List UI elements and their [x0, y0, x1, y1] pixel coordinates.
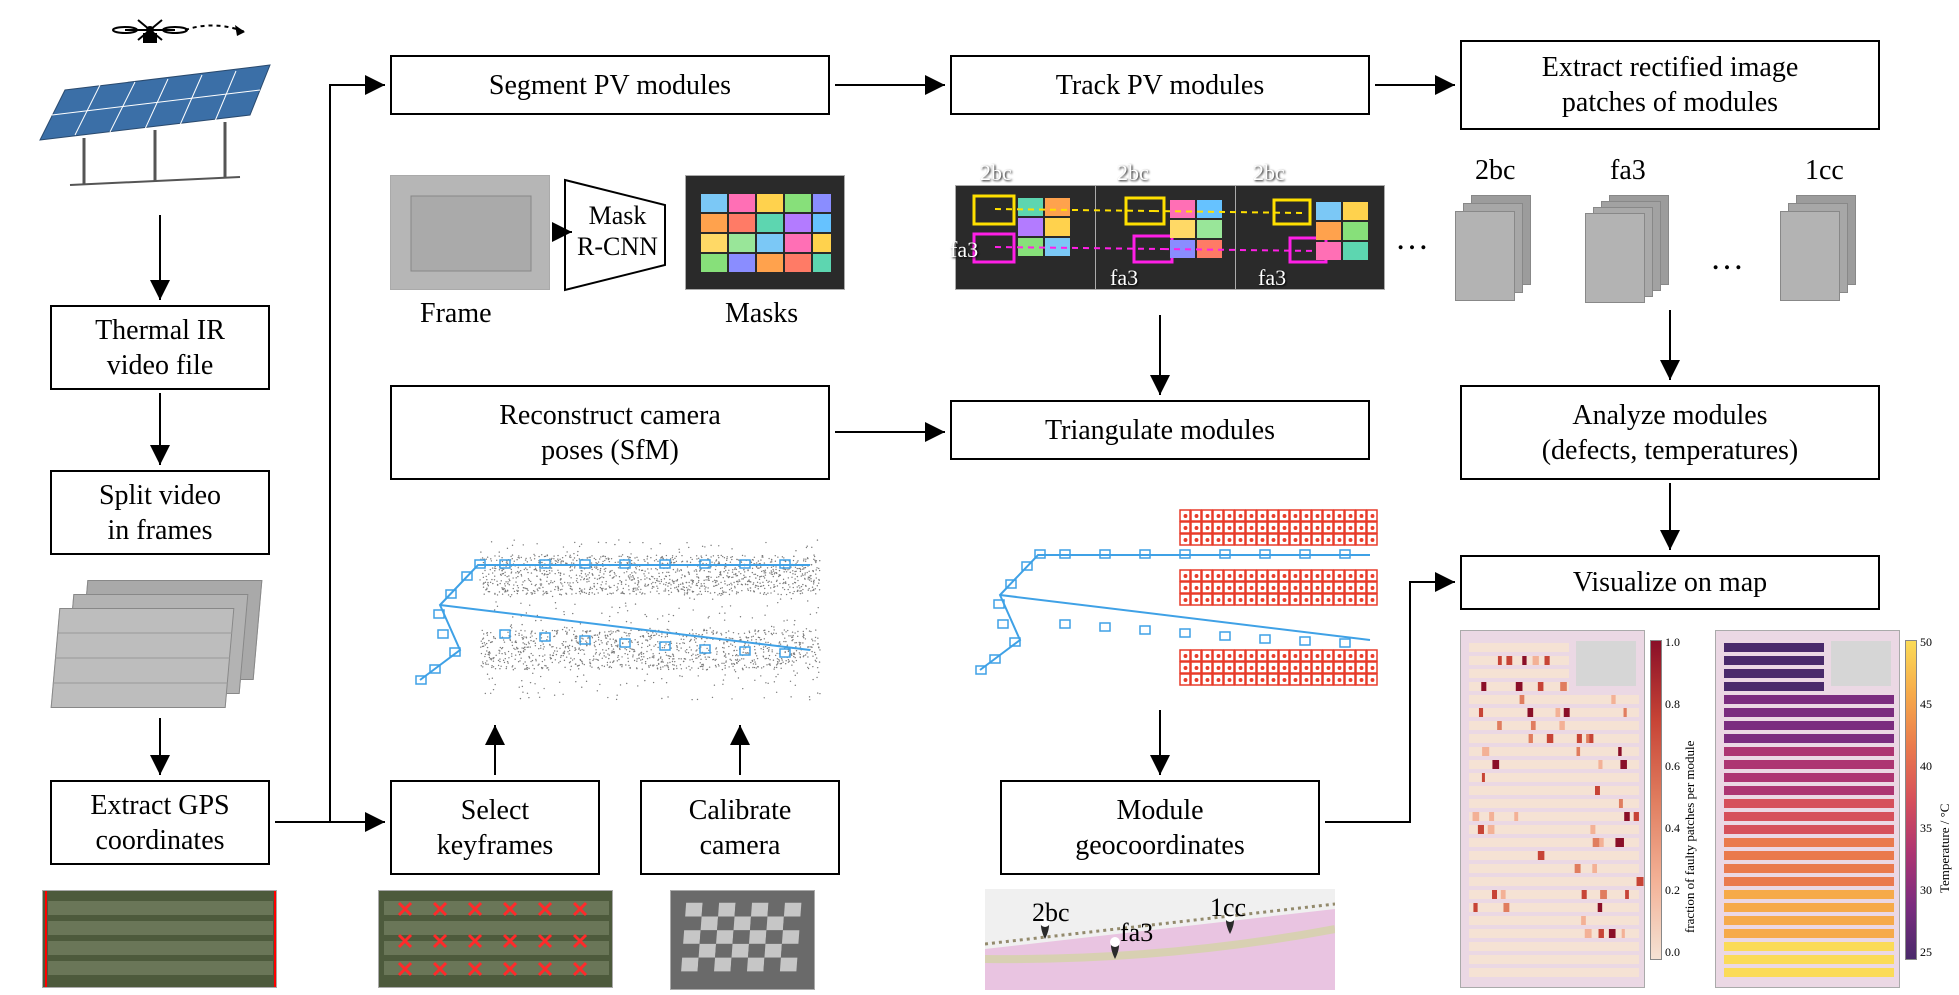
calibrate-label: Calibrate camera [689, 793, 792, 863]
split-video-label: Split video in frames [99, 478, 221, 548]
select-keyframes-box: Select keyframes [390, 780, 600, 875]
track-label: Track PV modules [1056, 68, 1264, 103]
checkerboard-image [670, 890, 815, 990]
map-marker-2bc: 2bc [1032, 898, 1070, 928]
extract-patches-box: Extract rectified image patches of modul… [1460, 40, 1880, 130]
segment-label: Segment PV modules [489, 68, 731, 103]
drone-pv-illustration [30, 10, 290, 210]
keyframes-image [378, 890, 613, 988]
triangulate-label: Triangulate modules [1045, 413, 1275, 448]
masks-label: Masks [725, 298, 798, 330]
triangulate-box: Triangulate modules [950, 400, 1370, 460]
cb-temp-tick-1: 30 [1920, 883, 1932, 898]
sfm-pointcloud-image [390, 500, 830, 720]
heatmap-temp [1715, 630, 1900, 988]
triangulate-image [950, 490, 1390, 710]
patch-id-1cc: 1cc [1805, 155, 1844, 187]
cb-temp-tick-0: 25 [1920, 945, 1932, 960]
select-keyframes-label: Select keyframes [437, 793, 554, 863]
segment-box: Segment PV modules [390, 55, 830, 115]
visualize-label: Visualize on map [1573, 565, 1767, 600]
split-video-box: Split video in frames [50, 470, 270, 555]
colorbar-temp [1905, 640, 1917, 960]
extract-gps-label: Extract GPS coordinates [90, 788, 229, 858]
cb-fault-tick-4: 0.8 [1665, 697, 1680, 712]
track-dashed-lines [955, 165, 1395, 305]
visualize-box: Visualize on map [1460, 555, 1880, 610]
colorbar-faults [1650, 640, 1662, 960]
thermal-ir-box: Thermal IR video file [50, 305, 270, 390]
extract-gps-box: Extract GPS coordinates [50, 780, 270, 865]
patch-id-fa3: fa3 [1610, 155, 1646, 187]
track-frames: 2bc fa3 2bc fa3 2bc fa3 [955, 165, 1385, 305]
thermal-ir-label: Thermal IR video file [95, 313, 225, 383]
gps-satellite-image [42, 890, 277, 988]
analyze-box: Analyze modules (defects, temperatures) [1460, 385, 1880, 480]
map-marker-fa3: fa3 [1120, 918, 1153, 948]
cb-fault-tick-0: 0.0 [1665, 945, 1680, 960]
patch-dots: … [1710, 240, 1744, 278]
cb-fault-tick-5: 1.0 [1665, 635, 1680, 650]
colorbar-temp-label: Temperature / °C [1937, 713, 1953, 893]
patch-id-2bc: 2bc [1475, 155, 1515, 187]
cb-temp-tick-2: 35 [1920, 821, 1932, 836]
cb-fault-tick-3: 0.6 [1665, 759, 1680, 774]
cb-temp-tick-4: 45 [1920, 697, 1932, 712]
heatmap-faults [1460, 630, 1645, 988]
extract-patches-label: Extract rectified image patches of modul… [1542, 50, 1799, 120]
track-dots: … [1395, 220, 1429, 258]
map-marker-1cc: 1cc [1210, 893, 1246, 923]
cb-fault-tick-1: 0.2 [1665, 883, 1680, 898]
track-box: Track PV modules [950, 55, 1370, 115]
reconstruct-label: Reconstruct camera poses (SfM) [499, 398, 721, 468]
cb-temp-tick-5: 50 [1920, 635, 1932, 650]
module-geo-box: Module geocoordinates [1000, 780, 1320, 875]
module-geo-label: Module geocoordinates [1075, 793, 1245, 863]
calibrate-box: Calibrate camera [640, 780, 840, 875]
colorbar-faults-label: fraction of faulty patches per module [1682, 673, 1698, 933]
frame-label: Frame [420, 298, 492, 330]
cb-fault-tick-2: 0.4 [1665, 821, 1680, 836]
frame-stack-illustration [55, 580, 265, 715]
cb-temp-tick-3: 40 [1920, 759, 1932, 774]
segment-frame-image [390, 175, 550, 290]
analyze-label: Analyze modules (defects, temperatures) [1542, 398, 1799, 468]
reconstruct-box: Reconstruct camera poses (SfM) [390, 385, 830, 480]
mask-rcnn-label: Mask R-CNN [575, 200, 660, 262]
segment-masks-image [685, 175, 845, 290]
